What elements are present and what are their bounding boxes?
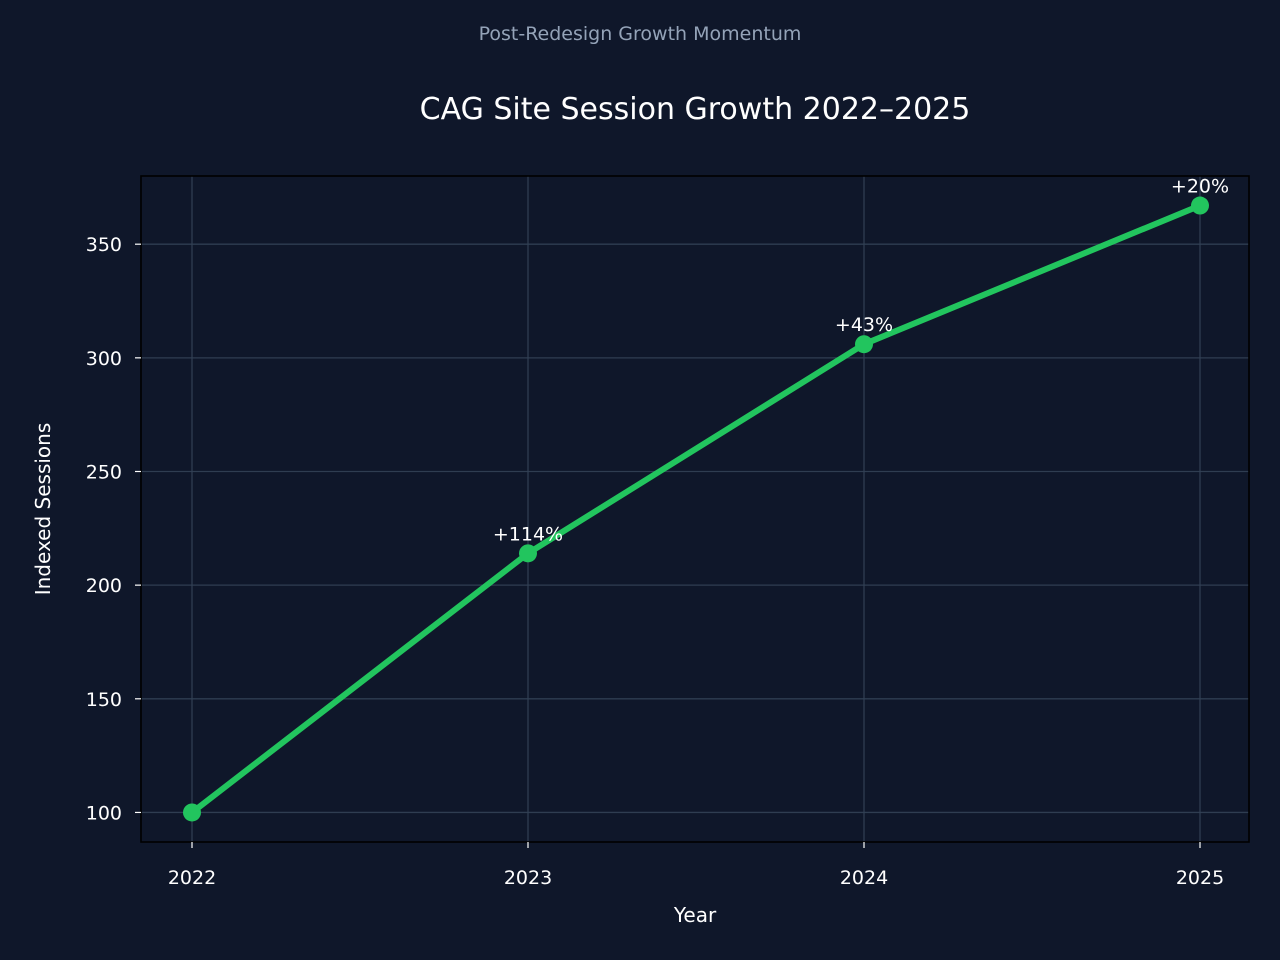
y-tick-label: 200 <box>86 575 122 597</box>
series-layer <box>183 196 1209 822</box>
chart-title: CAG Site Session Growth 2022–2025 <box>420 92 971 127</box>
y-tick-label: 150 <box>86 689 122 711</box>
data-point <box>855 335 873 354</box>
data-labels: +114% +43% +20% <box>493 176 1229 546</box>
grid <box>141 176 1249 842</box>
y-tick-label: 300 <box>86 348 122 370</box>
data-label: +43% <box>835 314 893 336</box>
data-label: +20% <box>1171 176 1229 198</box>
series-line <box>189 202 1203 816</box>
chart-suptitle: Post-Redesign Growth Momentum <box>479 23 802 45</box>
y-axis-label: Indexed Sessions <box>31 423 55 596</box>
data-point <box>183 803 201 822</box>
y-tick-label: 100 <box>86 802 122 824</box>
data-point <box>1191 196 1209 215</box>
x-tick-label: 2024 <box>840 867 888 889</box>
x-axis-label: Year <box>673 903 717 927</box>
x-tick-label: 2023 <box>504 867 552 889</box>
plot-area-frame <box>140 175 1250 843</box>
data-point <box>519 544 537 563</box>
x-tick-label: 2022 <box>168 867 216 889</box>
data-label: +114% <box>493 523 563 545</box>
y-tick-label: 250 <box>86 461 122 483</box>
y-tick-label: 350 <box>86 234 122 256</box>
x-tick-label: 2025 <box>1176 867 1224 889</box>
axis-ticks: 100 150 200 250 300 350 2022 2023 2024 2025 <box>86 234 1224 889</box>
